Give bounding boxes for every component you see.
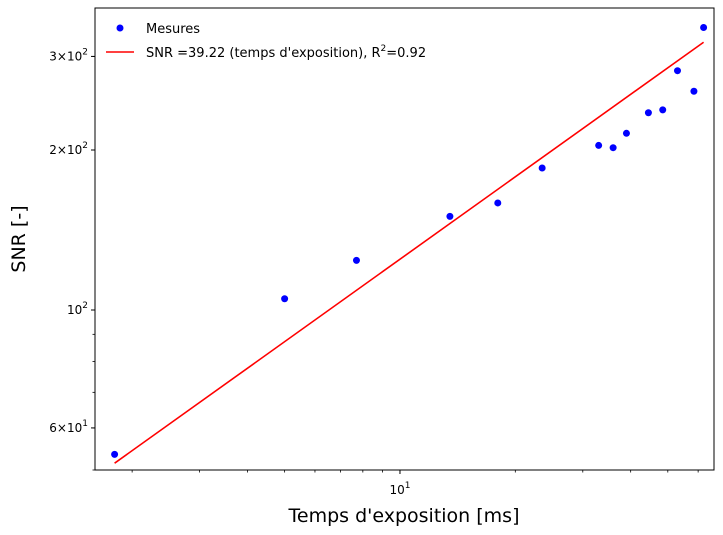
legend: Mesures SNR =39.22 (temps d'exposition),… bbox=[106, 22, 426, 61]
legend-label-fit: SNR =39.22 (temps d'exposition), R2=0.92 bbox=[146, 44, 426, 61]
data-point bbox=[690, 87, 698, 95]
data-point bbox=[644, 109, 652, 117]
fit-line bbox=[114, 41, 705, 464]
data-point bbox=[446, 212, 454, 220]
x-axis-label: Temps d'exposition [ms] bbox=[288, 505, 520, 527]
y-axis-ticks: 6×101 102 2×102 3×102 bbox=[49, 47, 95, 471]
data-point bbox=[622, 129, 630, 137]
data-point bbox=[609, 144, 617, 152]
legend-marker-mesures bbox=[116, 24, 124, 32]
data-point bbox=[281, 295, 289, 303]
chart-marks bbox=[111, 24, 708, 464]
y-tick-label: 102 bbox=[67, 301, 88, 317]
x-tick-label: 101 bbox=[389, 481, 410, 497]
plot-area bbox=[94, 7, 715, 471]
data-point bbox=[494, 199, 502, 207]
data-point bbox=[111, 450, 119, 458]
data-point bbox=[659, 106, 667, 114]
data-point bbox=[538, 164, 546, 172]
data-point bbox=[673, 67, 681, 75]
y-tick-label: 3×102 bbox=[49, 47, 88, 63]
data-point bbox=[700, 24, 708, 32]
x-axis-ticks: 101 bbox=[131, 470, 699, 497]
y-axis-label: SNR [-] bbox=[8, 205, 30, 272]
data-point bbox=[595, 141, 603, 149]
data-point bbox=[352, 256, 360, 264]
y-tick-label: 2×102 bbox=[49, 141, 88, 157]
legend-label-mesures: Mesures bbox=[146, 22, 200, 37]
y-tick-label: 6×101 bbox=[49, 419, 88, 435]
